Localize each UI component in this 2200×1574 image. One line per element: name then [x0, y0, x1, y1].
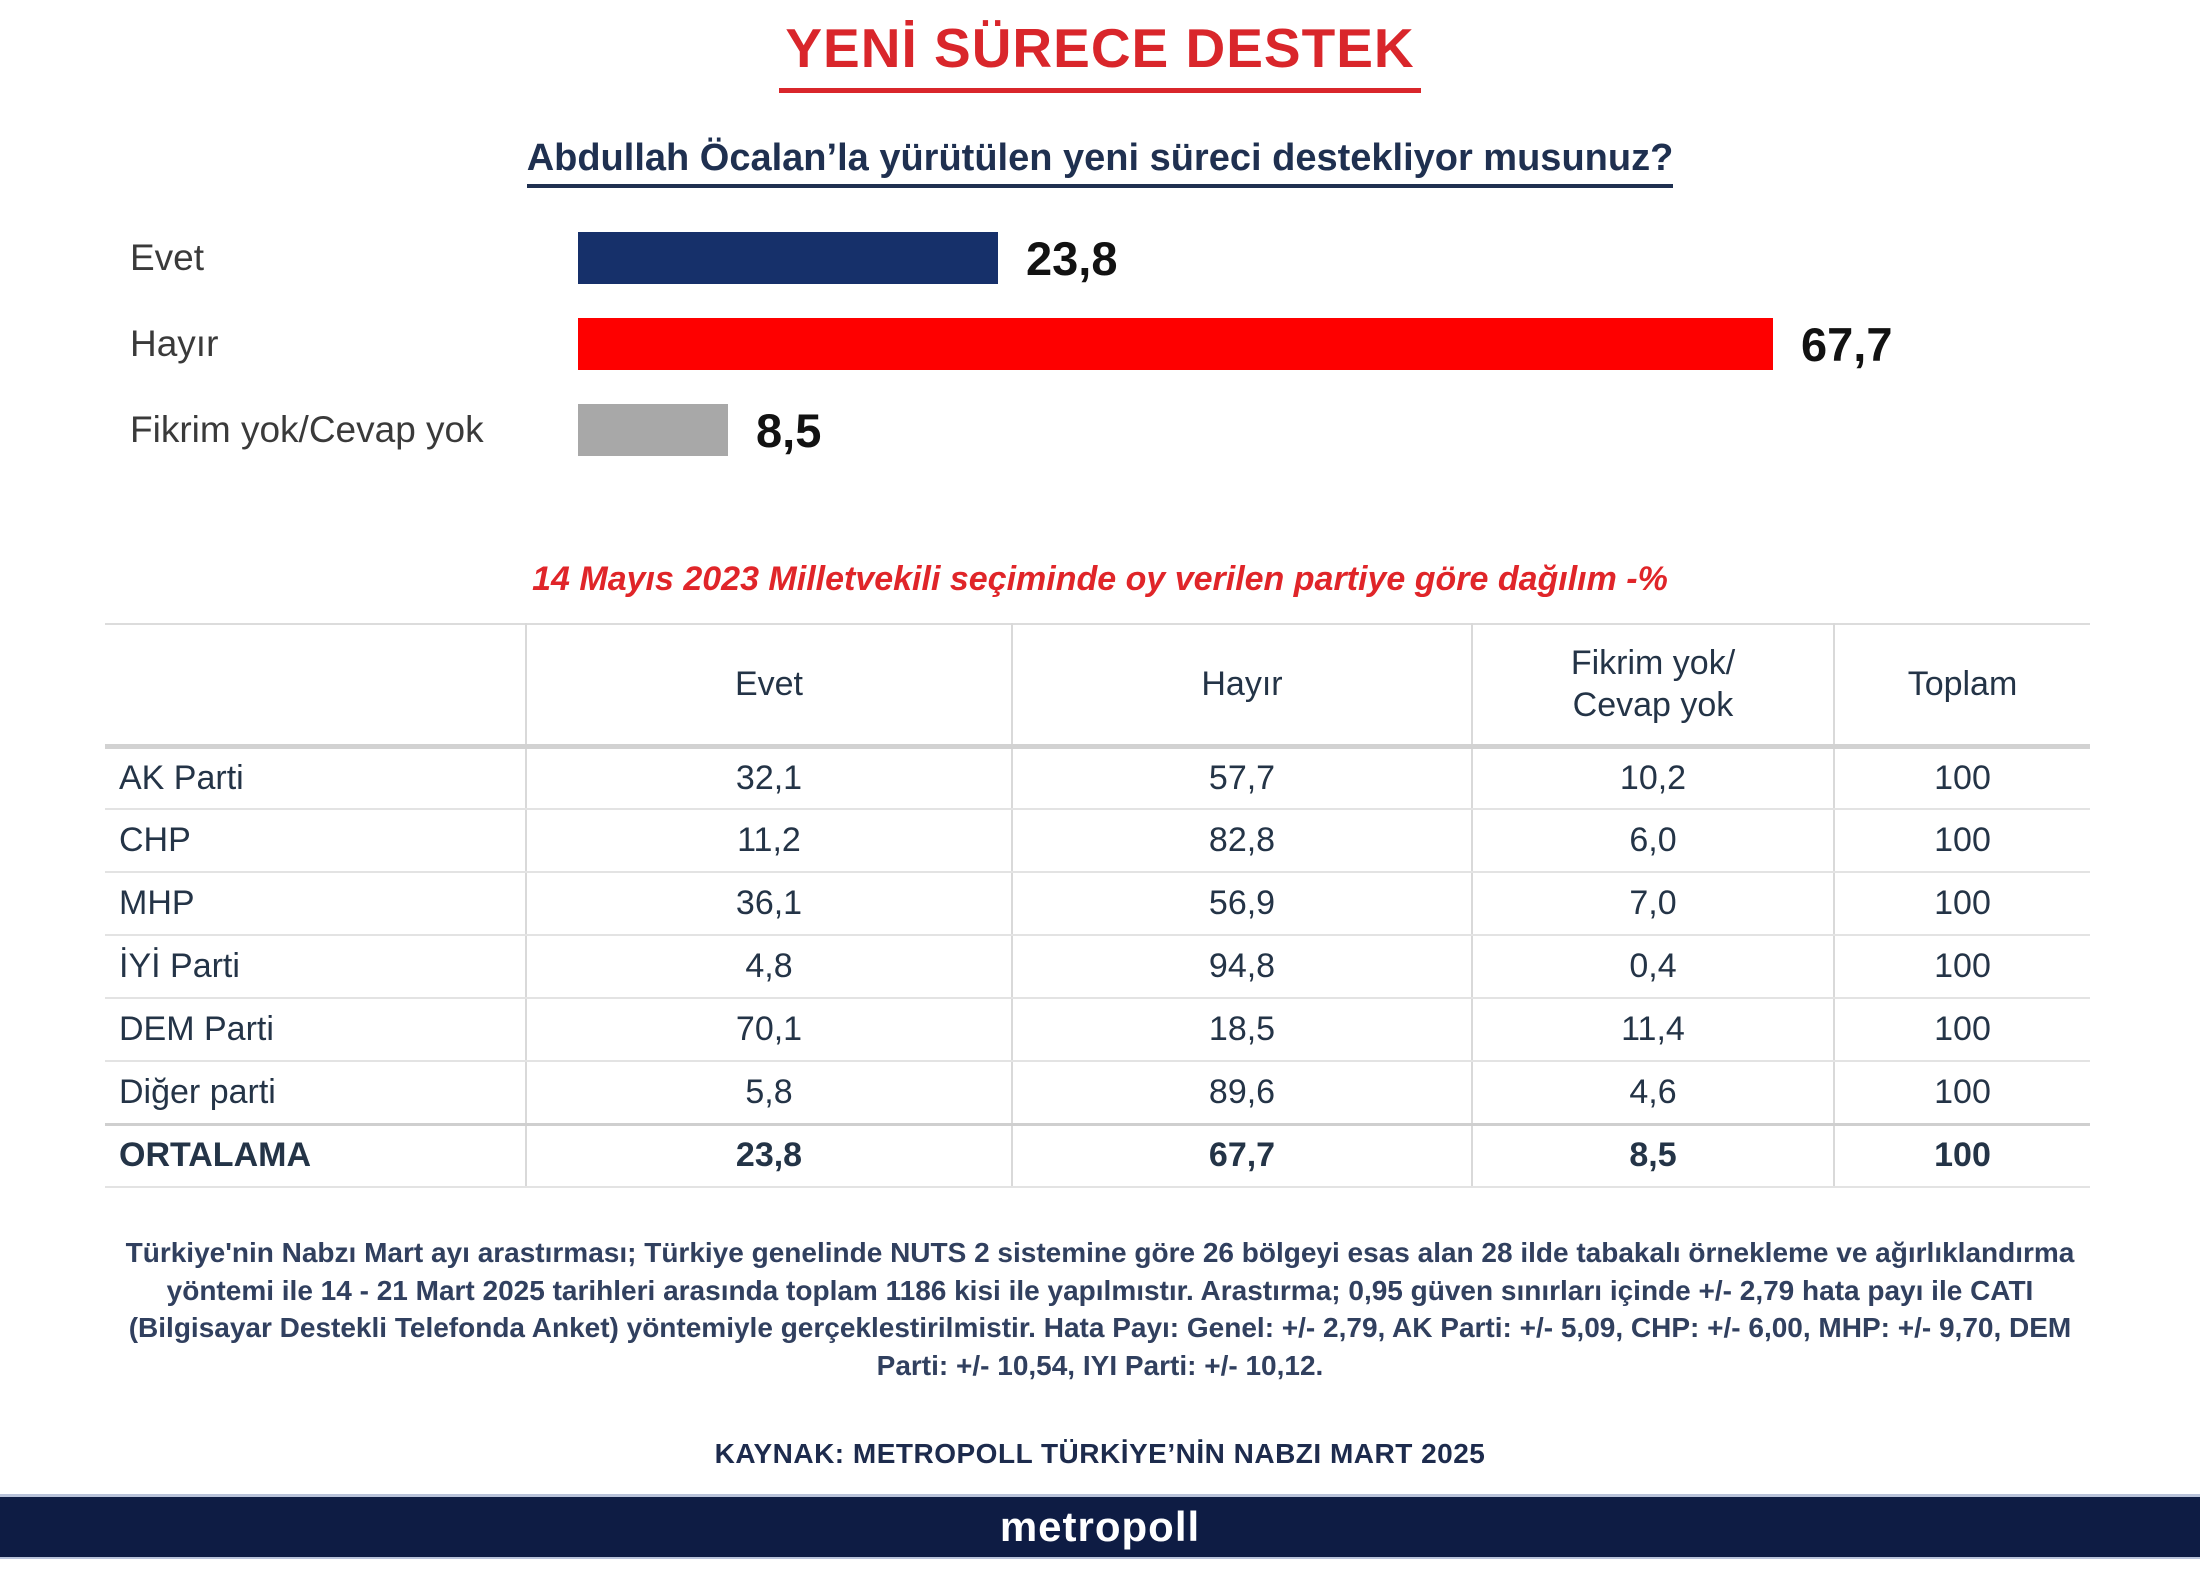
cell-fikrim-yok: 10,2: [1471, 746, 1834, 810]
cell-fikrim-yok: 8,5: [1471, 1122, 1834, 1188]
bar-value-fikrim-yok: 8,5: [756, 403, 822, 457]
cell-toplam: 100: [1833, 935, 2090, 999]
table-row-ak-parti: AK Parti 32,1 57,7 10,2 100: [105, 746, 2090, 810]
col-header-evet: Evet: [525, 624, 1012, 749]
bar-evet: [578, 232, 998, 284]
survey-question: Abdullah Öcalan’la yürütülen yeni süreci…: [526, 137, 1674, 188]
brand-logo-text: metropoll: [999, 1503, 1201, 1551]
bar-label-evet: Evet: [130, 237, 205, 278]
cell-fikrim-yok: 7,0: [1471, 872, 1834, 936]
cell-fikrim-yok: 4,6: [1471, 1061, 1834, 1125]
methodology-note: Türkiye'nin Nabzı Mart ayı arastırması; …: [125, 1237, 2075, 1381]
cell-toplam: 100: [1833, 998, 2090, 1062]
chart-row-evet: Evet 23,8: [130, 231, 2200, 285]
table-row-ortalama: ORTALAMA 23,8 67,7 8,5 100: [105, 1122, 2090, 1188]
col-header-party: [105, 624, 526, 749]
distribution-title-block: 14 Mayıs 2023 Milletvekili seçiminde oy …: [0, 560, 2200, 599]
page-title: YENİ SÜRECE DESTEK: [779, 16, 1421, 93]
chart-row-fikrim-yok: Fikrim yok/Cevap yok 8,5: [130, 403, 2200, 457]
cell-party: AK Parti: [105, 746, 526, 810]
cell-toplam: 100: [1833, 872, 2090, 936]
title-block: YENİ SÜRECE DESTEK: [0, 0, 2200, 93]
cell-hayir: 18,5: [1011, 998, 1472, 1062]
cell-evet: 36,1: [525, 872, 1012, 936]
cell-evet: 23,8: [525, 1122, 1012, 1188]
cell-fikrim-yok: 11,4: [1471, 998, 1834, 1062]
cell-evet: 11,2: [525, 809, 1012, 873]
cell-party: DEM Parti: [105, 998, 526, 1062]
col-header-hayir: Hayır: [1011, 624, 1472, 749]
cell-party: İYİ Parti: [105, 935, 526, 999]
bar-hayir: [578, 318, 1773, 370]
cell-toplam: 100: [1833, 809, 2090, 873]
results-table: Evet Hayır Fikrim yok/ Cevap yok Toplam …: [105, 623, 2090, 1188]
cell-hayir: 89,6: [1011, 1061, 1472, 1125]
subtitle-block: Abdullah Öcalan’la yürütülen yeni süreci…: [0, 137, 2200, 188]
table-row-mhp: MHP 36,1 56,9 7,0 100: [105, 872, 2090, 936]
bar-chart: Evet 23,8 Hayır 67,7 Fikrim yok/Cevap yo…: [130, 231, 2200, 457]
cell-toplam: 100: [1833, 1061, 2090, 1125]
distribution-title: 14 Mayıs 2023 Milletvekili seçiminde oy …: [532, 560, 1668, 598]
col-header-toplam: Toplam: [1833, 624, 2090, 749]
bar-value-hayir: 67,7: [1801, 317, 1893, 371]
cell-evet: 4,8: [525, 935, 1012, 999]
cell-party: CHP: [105, 809, 526, 873]
cell-evet: 70,1: [525, 998, 1012, 1062]
cell-toplam: 100: [1833, 746, 2090, 810]
col-header-fikrim-yok: Fikrim yok/ Cevap yok: [1471, 624, 1834, 749]
cell-hayir: 56,9: [1011, 872, 1472, 936]
bar-label-fikrim-yok: Fikrim yok/Cevap yok: [130, 409, 484, 450]
bar-fikrim-yok: [578, 404, 728, 456]
footer-brand-bar: metropoll: [0, 1494, 2200, 1560]
bar-value-evet: 23,8: [1026, 231, 1118, 285]
cell-evet: 5,8: [525, 1061, 1012, 1125]
cell-fikrim-yok: 0,4: [1471, 935, 1834, 999]
cell-hayir: 94,8: [1011, 935, 1472, 999]
cell-party: ORTALAMA: [105, 1122, 526, 1188]
table-row-chp: CHP 11,2 82,8 6,0 100: [105, 809, 2090, 873]
source-line: KAYNAK: METROPOLL TÜRKİYE’NİN NABZI MART…: [714, 1438, 1486, 1470]
cell-hayir: 82,8: [1011, 809, 1472, 873]
cell-hayir: 57,7: [1011, 746, 1472, 810]
bar-label-hayir: Hayır: [130, 323, 219, 364]
cell-toplam: 100: [1833, 1122, 2090, 1188]
cell-party: Diğer parti: [105, 1061, 526, 1125]
cell-evet: 32,1: [525, 746, 1012, 810]
table-row-dem-parti: DEM Parti 70,1 18,5 11,4 100: [105, 998, 2090, 1062]
cell-fikrim-yok: 6,0: [1471, 809, 1834, 873]
table-header-row: Evet Hayır Fikrim yok/ Cevap yok Toplam: [105, 624, 2090, 749]
cell-party: MHP: [105, 872, 526, 936]
table-row-diger-parti: Diğer parti 5,8 89,6 4,6 100: [105, 1061, 2090, 1125]
chart-row-hayir: Hayır 67,7: [130, 317, 2200, 371]
cell-hayir: 67,7: [1011, 1122, 1472, 1188]
table-row-iyi-parti: İYİ Parti 4,8 94,8 0,4 100: [105, 935, 2090, 999]
